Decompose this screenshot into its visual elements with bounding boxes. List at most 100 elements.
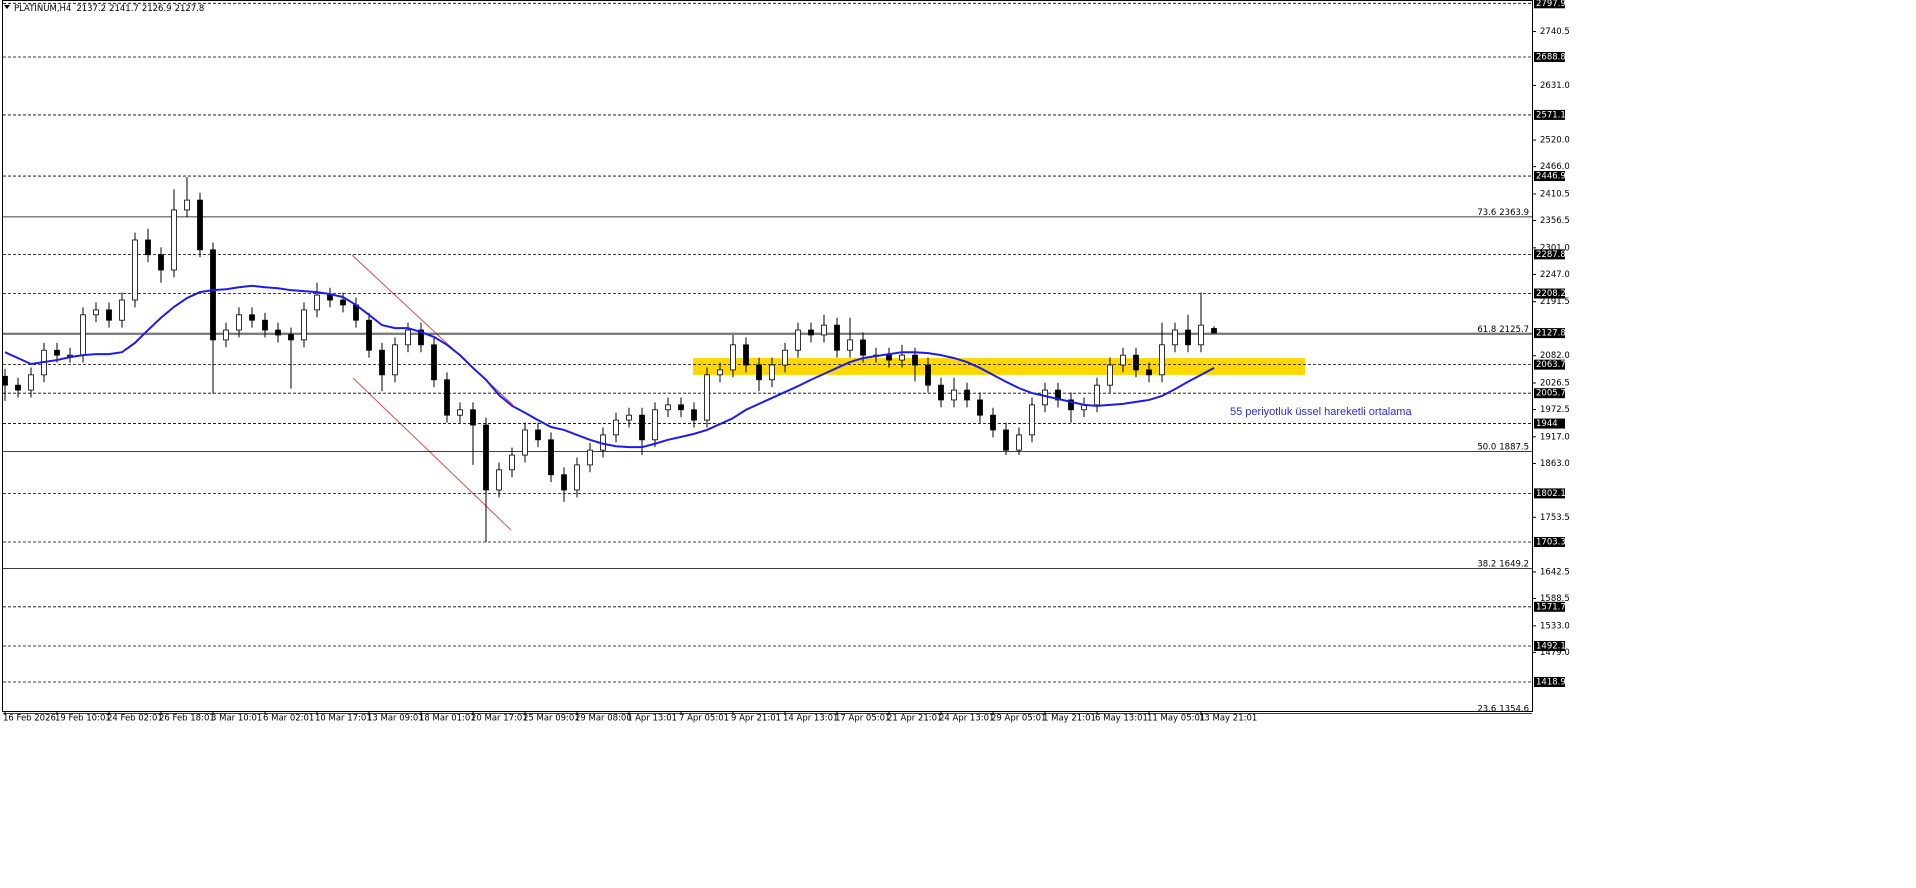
fib-label: 50.0 1887.5 — [1477, 442, 1529, 452]
candle-body — [691, 409, 697, 421]
level-box — [1534, 171, 1565, 182]
candle-body — [158, 254, 164, 271]
candle-body — [925, 364, 931, 386]
level-label: 2208.2 — [1536, 289, 1566, 299]
candle-body — [1107, 364, 1113, 386]
candle-body — [106, 309, 112, 321]
candle-body — [821, 324, 827, 336]
candle-body — [938, 384, 944, 401]
candle-body — [626, 414, 632, 421]
x-tick-label: 18 Mar 01:01 — [419, 714, 476, 724]
candle-body — [574, 464, 580, 491]
y-tick-label: 2301.0 — [1540, 243, 1570, 253]
level-box — [1534, 109, 1565, 120]
fib-ratio: 61.8 — [1477, 325, 1496, 335]
candle-body — [535, 429, 541, 441]
fib-value: 2363.9 — [1499, 207, 1529, 217]
y-tick-label: 2356.5 — [1540, 216, 1570, 226]
level-label: 2063.7 — [1536, 360, 1566, 370]
y-tick-label: 1972.5 — [1540, 405, 1570, 415]
level-box — [1534, 601, 1565, 612]
candle-body — [249, 314, 255, 321]
x-tick-label: 11 May 05:01 — [1147, 714, 1205, 724]
candle-body — [1211, 328, 1217, 334]
x-tick-label: 21 Apr 21:01 — [887, 714, 942, 724]
fib-ratio: 38.2 — [1477, 559, 1496, 569]
candle-body — [444, 379, 450, 416]
candle-body — [808, 329, 814, 336]
x-tick-label: 26 Feb 18:01 — [159, 714, 215, 724]
candle-body — [418, 329, 424, 346]
x-tick-label: 10 Mar 17:01 — [315, 714, 372, 724]
x-tick-label: 25 Mar 09:01 — [523, 714, 580, 724]
candle-body — [951, 389, 957, 401]
candle-body — [990, 414, 996, 431]
fib-value: 1649.2 — [1499, 559, 1529, 569]
fib-value: 1887.5 — [1499, 442, 1529, 452]
candle-body — [1016, 434, 1022, 451]
fib-label: 73.6 2363.9 — [1477, 207, 1529, 217]
x-tick-label: 6 May 13:01 — [1095, 714, 1148, 724]
x-tick-label: 3 Mar 10:01 — [211, 714, 262, 724]
candle-body — [964, 389, 970, 401]
candle-body — [80, 314, 86, 356]
candle-body — [613, 419, 619, 436]
level-label: 1703.3 — [1536, 538, 1566, 548]
candle-body — [236, 314, 242, 331]
candle-body — [210, 249, 216, 341]
candle-body — [483, 424, 489, 491]
candle-body — [899, 354, 905, 361]
candle-body — [197, 199, 203, 251]
candle-body — [457, 409, 463, 416]
price-box — [1534, 328, 1565, 339]
y-tick-label: 2520.0 — [1540, 136, 1570, 146]
level-box — [1534, 51, 1565, 62]
candle-body — [1198, 324, 1204, 346]
fib-ratio: 50.0 — [1477, 442, 1496, 452]
candle-body — [405, 329, 411, 346]
candle-body — [1120, 354, 1126, 366]
fib-label: 61.8 2125.7 — [1477, 325, 1529, 335]
x-tick-label: 13 Mar 09:01 — [367, 714, 424, 724]
x-tick-label: 6 Mar 02:01 — [263, 714, 314, 724]
candle-body — [275, 329, 281, 336]
candle-body — [1029, 404, 1035, 436]
fib-value: 2125.7 — [1499, 325, 1529, 335]
menu-icon[interactable] — [4, 5, 10, 9]
x-tick-label: 1 Apr 13:01 — [627, 714, 677, 724]
candle-body — [678, 404, 684, 411]
candle-body — [366, 319, 372, 351]
ema-line — [4, 284, 1215, 449]
level-box — [1534, 0, 1565, 9]
candle-body — [470, 409, 476, 426]
candle-body — [1146, 369, 1152, 376]
candle-body — [886, 354, 892, 361]
x-tick-label: 20 Mar 17:01 — [471, 714, 528, 724]
y-tick-label: 2631.0 — [1540, 81, 1570, 91]
y-tick-label: 1753.5 — [1540, 513, 1570, 523]
x-tick-label: 29 Apr 05:01 — [991, 714, 1046, 724]
level-box — [1534, 249, 1565, 260]
fib-ratio: 73.6 — [1477, 207, 1496, 217]
candle-body — [834, 324, 840, 351]
x-tick-label: 24 Apr 13:01 — [939, 714, 994, 724]
candle-body — [1159, 344, 1165, 376]
support-zone — [693, 358, 1305, 375]
candle-body — [184, 199, 190, 211]
x-tick-label: 29 Mar 08:00 — [575, 714, 632, 724]
candle-body — [496, 469, 502, 491]
level-label: 1571.7 — [1536, 602, 1566, 612]
candle-body — [743, 344, 749, 366]
candle-body — [327, 294, 333, 301]
level-label: 2446.9 — [1536, 172, 1566, 182]
candle-body — [756, 364, 762, 381]
candle-body — [93, 309, 99, 316]
candle-body — [132, 239, 138, 301]
ohlc-close: 2127.8 — [175, 4, 205, 14]
candle-body — [54, 349, 60, 356]
candle-body — [1172, 329, 1178, 346]
candle-body — [977, 399, 983, 416]
candle-body — [1185, 329, 1191, 346]
candle-body — [28, 374, 34, 391]
